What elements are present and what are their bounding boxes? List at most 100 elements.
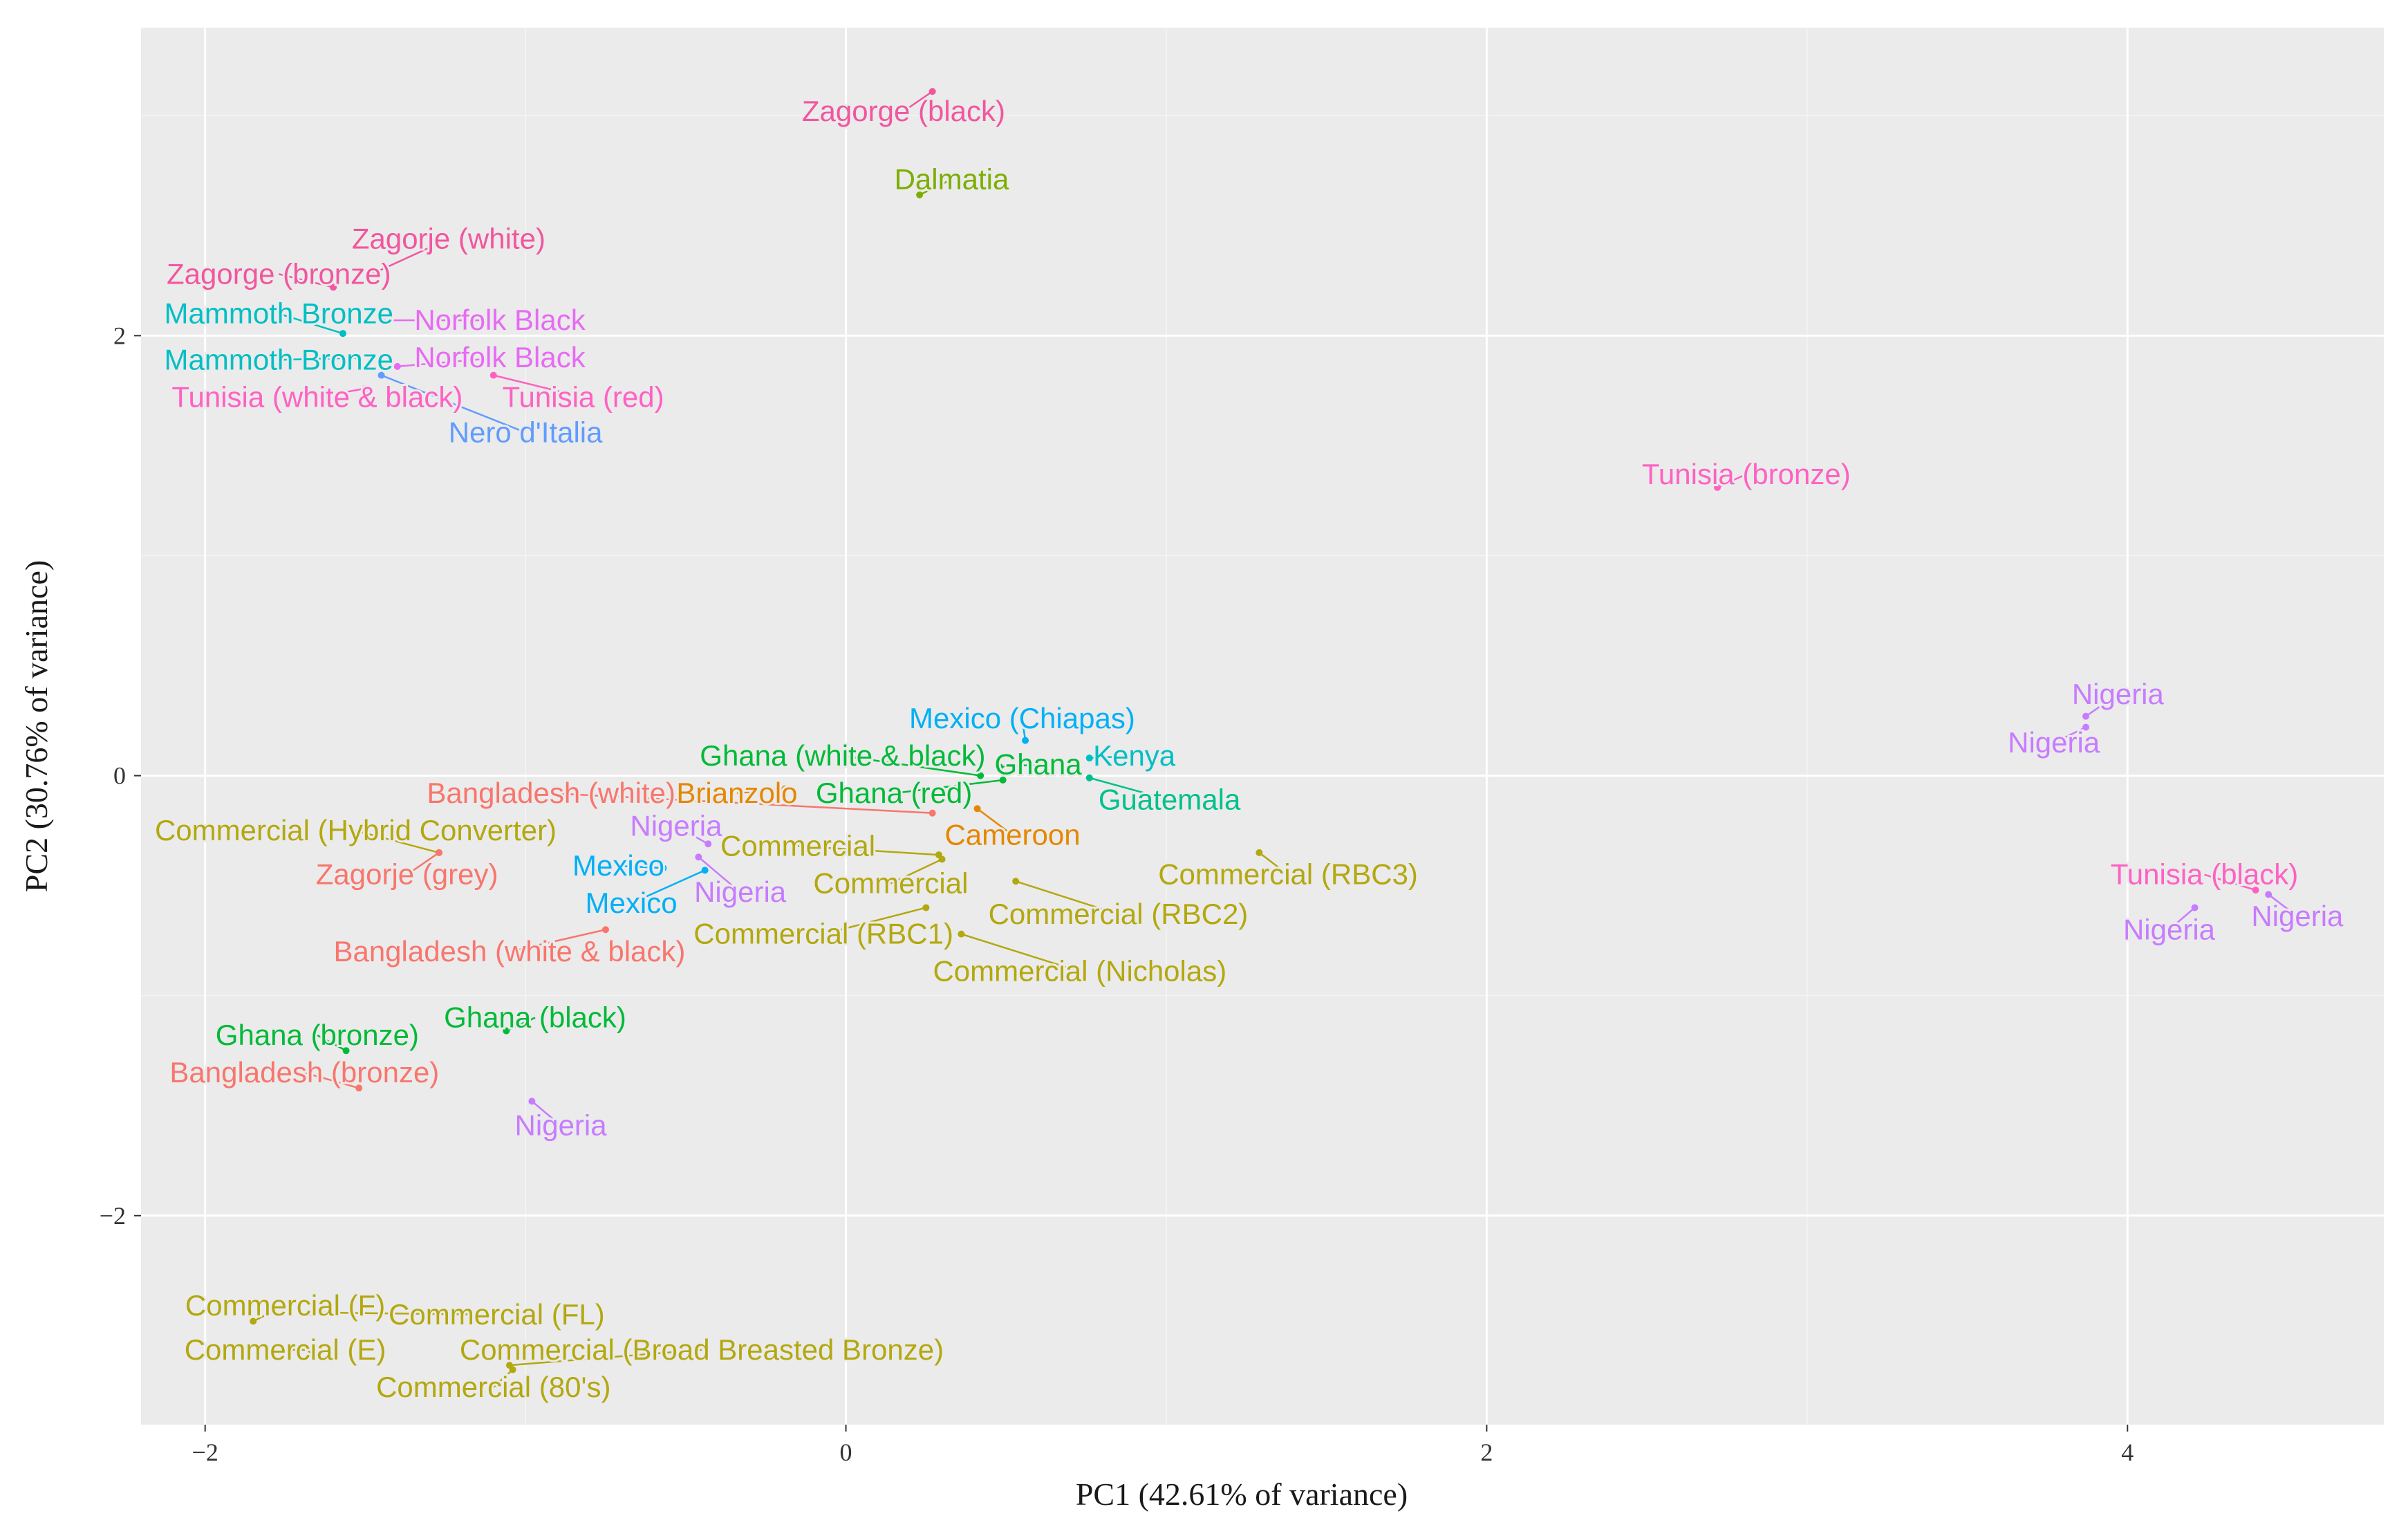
leader-line (797, 845, 940, 856)
point-label: Mammoth Bronze (165, 343, 393, 376)
leader-line (531, 1100, 561, 1127)
leader-layer (252, 91, 2298, 1388)
leader-line (505, 1017, 536, 1032)
leader-line (278, 273, 334, 288)
leader-line (397, 356, 501, 368)
data-point (977, 772, 984, 779)
point-label: Commercial (813, 867, 968, 899)
point-label: Commercial (RBC2) (989, 898, 1249, 930)
data-point (362, 385, 369, 392)
data-point (368, 270, 375, 278)
data-point (916, 191, 924, 198)
point-label: Commercial (Hybrid Converter) (155, 814, 557, 846)
tick-layer: −2 0 2 4 −2 0 2 (100, 322, 2134, 1466)
point-label: Bangladesh (bronze) (169, 1056, 439, 1089)
leader-line (2204, 873, 2256, 891)
point-label: Commercial (Broad Breasted Bronze) (460, 1333, 944, 1366)
data-point (355, 354, 363, 362)
data-point (377, 371, 385, 379)
data-point (781, 785, 789, 793)
point-label: Zagorje (white) (352, 222, 545, 254)
data-point (1012, 878, 1020, 885)
data-point (701, 867, 709, 874)
point-label: Ghana (red) (816, 777, 972, 809)
data-point (307, 1346, 315, 1353)
point-label: Mammoth Bronze (165, 297, 393, 330)
leader-line (823, 907, 926, 935)
point-label: Dalmatia (895, 163, 1009, 195)
point-layer (250, 88, 2272, 1373)
leader-line (631, 869, 706, 905)
data-point (307, 1308, 315, 1316)
point-label: Bangladesh (white & black) (333, 935, 685, 968)
leader-line (698, 856, 741, 894)
leader-line (1015, 880, 1119, 916)
leader-line (278, 313, 344, 335)
leader-line (304, 1071, 360, 1089)
data-point (999, 776, 1007, 784)
point-label: Nigeria (2251, 900, 2344, 932)
leader-line (492, 1369, 514, 1388)
point-label: Ghana (bronze) (216, 1019, 419, 1051)
point-label: Norfolk Black (414, 341, 586, 373)
leader-line (1021, 718, 1027, 741)
y-tick-label: −2 (100, 1202, 126, 1230)
leader-line (317, 387, 366, 398)
leader-line (551, 792, 933, 814)
leader-line (493, 374, 584, 398)
point-label: Ghana (black) (444, 1001, 626, 1033)
point-label: Brianzolo (676, 777, 797, 809)
leader-line (509, 1349, 702, 1367)
leader-line (618, 864, 664, 869)
data-point (393, 362, 401, 370)
data-point (330, 284, 337, 291)
point-label: Zagorje (grey) (316, 858, 498, 891)
data-point (660, 864, 667, 872)
point-label: Tunisia (white & black) (171, 380, 463, 413)
data-point (922, 904, 930, 911)
point-label: Nigeria (694, 876, 787, 908)
leader-line (371, 238, 449, 275)
point-label: Commercial (80's) (376, 1371, 610, 1403)
point-label: Commercial (RBC3) (1158, 858, 1418, 891)
x-tick-label: 4 (2121, 1438, 2134, 1466)
point-label: Norfolk Black (414, 304, 586, 336)
point-label: Zagorge (bronze) (167, 257, 391, 290)
leader-line (1258, 851, 1289, 876)
data-point (503, 1027, 510, 1035)
x-tick-label: −2 (192, 1438, 218, 1466)
data-point (377, 317, 385, 324)
point-label: Commercial (F) (185, 1289, 385, 1322)
data-point (2082, 712, 2090, 720)
leader-line (310, 1311, 497, 1316)
leader-line (2053, 726, 2087, 743)
y-tick-label: 0 (113, 762, 126, 790)
leader-line (317, 1034, 347, 1052)
leader-line (2085, 693, 2119, 717)
data-point (2265, 891, 2272, 898)
data-point (339, 330, 346, 337)
data-point (509, 1366, 516, 1373)
point-label: Commercial (FL) (389, 1298, 605, 1331)
leader-line (675, 825, 709, 845)
data-point (2082, 723, 2090, 731)
leader-line (1089, 777, 1170, 801)
point-label: Ghana (995, 748, 1083, 781)
leader-line (252, 1305, 286, 1322)
leader-line (1717, 473, 1747, 488)
grid-layer (141, 28, 2384, 1425)
data-point (342, 1047, 350, 1055)
leader-line (976, 808, 1014, 836)
point-label: Mexico (Chiapas) (909, 702, 1135, 734)
x-tick-label: 2 (1480, 1438, 1493, 1466)
point-label: Tunisia (black) (2111, 858, 2299, 891)
leader-line (2268, 894, 2298, 918)
point-label: Nigeria (2008, 726, 2100, 759)
point-label: Kenya (1093, 739, 1176, 772)
y-tick-label: 2 (113, 322, 126, 349)
point-label: Bangladesh (white) (427, 777, 675, 809)
point-label: Commercial (E) (185, 1333, 386, 1366)
point-label: Commercial (RBC1) (693, 918, 953, 950)
